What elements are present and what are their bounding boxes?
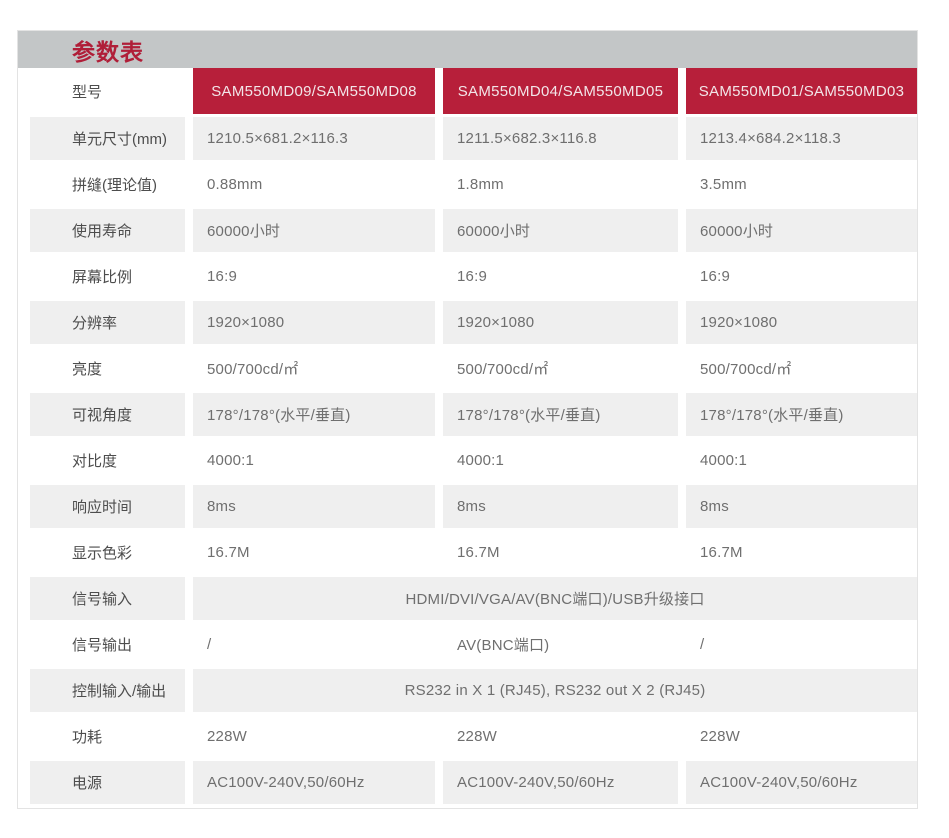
cell-viewing-angle-2: 178°/178°(水平/垂直) [443,393,678,436]
cell-supply-1: AC100V-240V,50/60Hz [193,761,435,804]
row-label-lifespan: 使用寿命 [30,209,185,252]
cell-resolution-2: 1920×1080 [443,301,678,344]
cell-signal-input-span: HDMI/DVI/VGA/AV(BNC端口)/USB升级接口 [193,577,917,620]
cell-power-1: 228W [193,715,435,758]
cell-viewing-angle-3: 178°/178°(水平/垂直) [686,393,917,436]
cell-brightness-3: 500/700cd/㎡ [686,347,917,390]
cell-lifespan-1: 60000小时 [193,209,435,252]
cell-supply-3: AC100V-240V,50/60Hz [686,761,917,804]
cell-aspect-1: 16:9 [193,255,435,298]
cell-viewing-angle-1: 178°/178°(水平/垂直) [193,393,435,436]
cell-contrast-2: 4000:1 [443,439,678,482]
cell-contrast-1: 4000:1 [193,439,435,482]
cell-signal-output-2: AV(BNC端口) [443,623,678,666]
row-label-display-colors: 显示色彩 [30,531,185,574]
cell-lifespan-2: 60000小时 [443,209,678,252]
spec-table: 型号 SAM550MD09/SAM550MD08 SAM550MD04/SAM5… [30,68,917,804]
model-header-2: SAM550MD04/SAM550MD05 [443,68,678,114]
cell-colors-1: 16.7M [193,531,435,574]
row-label-response-time: 响应时间 [30,485,185,528]
page-title: 参数表 [72,38,144,65]
cell-seam-3: 3.5mm [686,163,917,206]
cell-unit-size-1: 1210.5×681.2×116.3 [193,117,435,160]
cell-response-3: 8ms [686,485,917,528]
model-header-1: SAM550MD09/SAM550MD08 [193,68,435,114]
cell-brightness-1: 500/700cd/㎡ [193,347,435,390]
cell-power-3: 228W [686,715,917,758]
cell-response-1: 8ms [193,485,435,528]
cell-resolution-1: 1920×1080 [193,301,435,344]
cell-unit-size-3: 1213.4×684.2×118.3 [686,117,917,160]
row-label-control-io: 控制输入/输出 [30,669,185,712]
cell-colors-3: 16.7M [686,531,917,574]
row-label-signal-output: 信号输出 [30,623,185,666]
cell-seam-1: 0.88mm [193,163,435,206]
cell-response-2: 8ms [443,485,678,528]
row-label-seam: 拼缝(理论值) [30,163,185,206]
row-label-power-supply: 电源 [30,761,185,804]
row-label-resolution: 分辨率 [30,301,185,344]
cell-signal-output-1: / [193,623,435,666]
row-label-brightness: 亮度 [30,347,185,390]
cell-lifespan-3: 60000小时 [686,209,917,252]
row-label-viewing-angle: 可视角度 [30,393,185,436]
cell-colors-2: 16.7M [443,531,678,574]
row-label-aspect-ratio: 屏幕比例 [30,255,185,298]
cell-brightness-2: 500/700cd/㎡ [443,347,678,390]
cell-unit-size-2: 1211.5×682.3×116.8 [443,117,678,160]
cell-aspect-2: 16:9 [443,255,678,298]
row-label-signal-input: 信号输入 [30,577,185,620]
spec-panel: 参数表 型号 SAM550MD09/SAM550MD08 SAM550MD04/… [17,30,918,809]
row-label-unit-size: 单元尺寸(mm) [30,117,185,160]
cell-control-io-span: RS232 in X 1 (RJ45), RS232 out X 2 (RJ45… [193,669,917,712]
row-label-contrast: 对比度 [30,439,185,482]
model-header-3: SAM550MD01/SAM550MD03 [686,68,917,114]
cell-aspect-3: 16:9 [686,255,917,298]
cell-resolution-3: 1920×1080 [686,301,917,344]
cell-contrast-3: 4000:1 [686,439,917,482]
cell-power-2: 228W [443,715,678,758]
header-label-model: 型号 [30,68,185,114]
cell-supply-2: AC100V-240V,50/60Hz [443,761,678,804]
cell-seam-2: 1.8mm [443,163,678,206]
cell-signal-output-3: / [686,623,917,666]
title-band: 参数表 [18,31,917,68]
row-label-power-consumption: 功耗 [30,715,185,758]
